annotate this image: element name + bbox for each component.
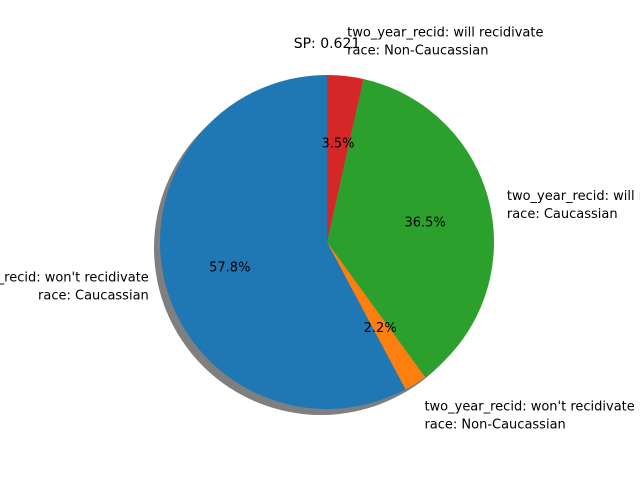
- chart-title: SP: 0.621: [294, 36, 361, 52]
- pie-slices: [159, 75, 495, 409]
- slice-label-3: two_year_recid: will recidivate race: Non…: [347, 25, 543, 58]
- pie-slice-1: [327, 242, 426, 390]
- percent-label-1: 2.2%: [364, 321, 397, 336]
- pie-slice-0: [159, 75, 406, 409]
- percent-label-2: 36.5%: [404, 216, 445, 231]
- pie-slice-3: [327, 75, 364, 242]
- percent-label-3: 3.5%: [321, 136, 354, 151]
- slice-label-1: two_year_recid: won't recidivate race: No…: [424, 400, 634, 433]
- percent-labels: 57.8% 2.2% 36.5% 3.5%: [209, 136, 446, 336]
- percent-label-0: 57.8%: [209, 260, 250, 275]
- pie-slice-2: [327, 79, 495, 378]
